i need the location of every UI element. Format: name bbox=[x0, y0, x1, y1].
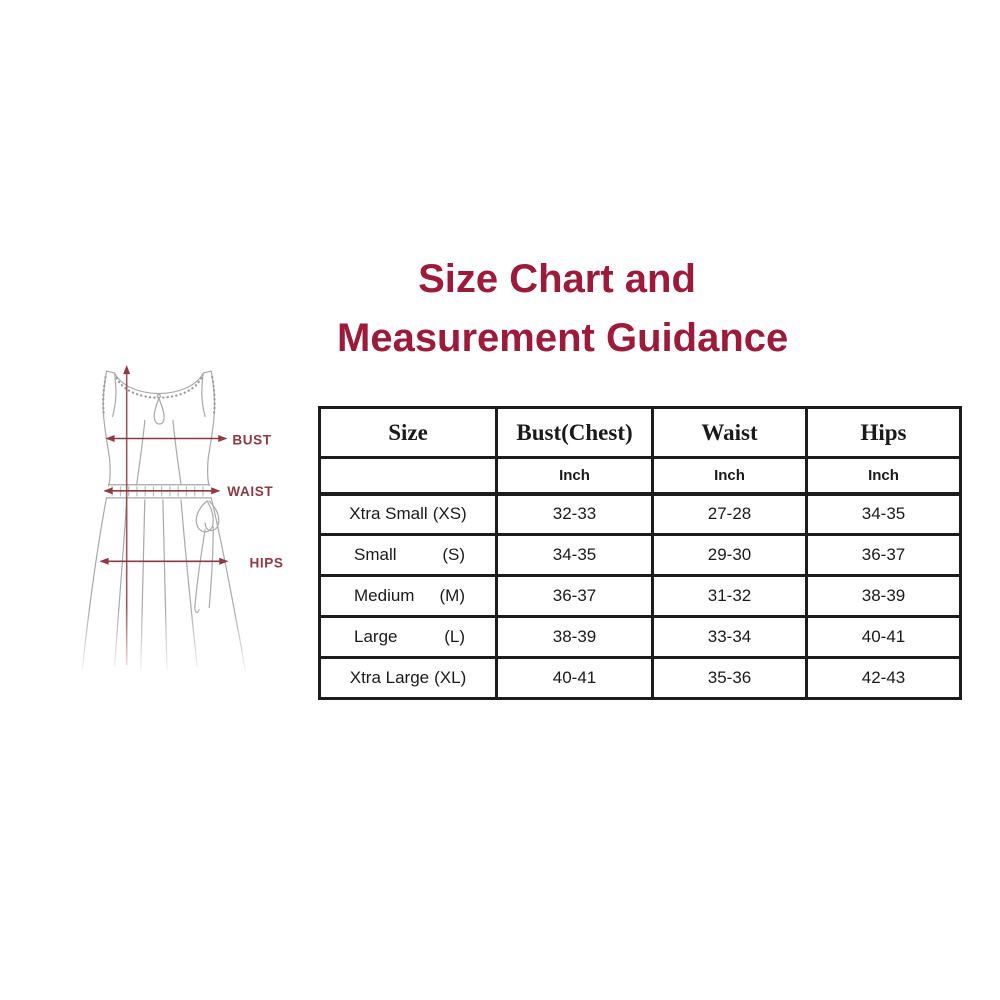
unit-cell-hips: Inch bbox=[805, 456, 962, 496]
bust-value-cell: 38-39 bbox=[495, 615, 654, 659]
dress-skirt bbox=[81, 497, 247, 671]
waist-value-cell: 29-30 bbox=[651, 533, 808, 577]
size-code: (S) bbox=[442, 545, 465, 564]
hips-value-cell: 40-41 bbox=[805, 615, 962, 659]
table-row-m: Medium (M) 36-37 31-32 38-39 bbox=[318, 574, 962, 618]
waist-value-cell: 27-28 bbox=[651, 492, 808, 536]
unit-cell-empty bbox=[318, 456, 498, 496]
hips-measurement-arrow bbox=[99, 557, 229, 565]
bust-value-cell: 32-33 bbox=[495, 492, 654, 536]
table-row-s: Small (S) 34-35 29-30 36-37 bbox=[318, 533, 962, 577]
waist-value-cell: 35-36 bbox=[651, 656, 808, 700]
size-name: Medium bbox=[354, 586, 415, 605]
col-header-waist: Waist bbox=[651, 406, 808, 459]
table-row-xl: Xtra Large (XL) 40-41 35-36 42-43 bbox=[318, 656, 962, 700]
hips-value-cell: 42-43 bbox=[805, 656, 962, 700]
waist-value-cell: 33-34 bbox=[651, 615, 808, 659]
size-code: (L) bbox=[444, 627, 465, 646]
col-header-bust: Bust(Chest) bbox=[495, 406, 654, 459]
unit-cell-waist: Inch bbox=[651, 456, 808, 496]
hips-label: HIPS bbox=[249, 555, 283, 570]
unit-cell-bust: Inch bbox=[495, 456, 654, 496]
waist-measurement-arrow bbox=[103, 487, 221, 495]
table-unit-row: Inch Inch Inch bbox=[318, 456, 962, 496]
dress-bodice-outline bbox=[102, 370, 216, 487]
sketch-fade bbox=[58, 607, 300, 680]
size-name: Small bbox=[354, 545, 397, 564]
size-code: (XS) bbox=[432, 504, 467, 524]
table-header-row: Size Bust(Chest) Waist Hips bbox=[318, 406, 962, 459]
dress-measurement-diagram: BUST WAIST HIPS bbox=[58, 358, 300, 680]
size-name: Large bbox=[354, 627, 398, 646]
size-chart-table: Size Bust(Chest) Waist Hips Inch Inch In… bbox=[318, 406, 962, 700]
size-code: (M) bbox=[439, 586, 465, 605]
bust-label: BUST bbox=[232, 433, 271, 448]
page-title-line1: Size Chart and bbox=[418, 257, 696, 301]
hips-value-cell: 36-37 bbox=[805, 533, 962, 577]
bust-measurement-arrow bbox=[105, 434, 228, 443]
waist-label: WAIST bbox=[227, 484, 273, 499]
bust-value-cell: 34-35 bbox=[495, 533, 654, 577]
dress-sketch: BUST WAIST HIPS bbox=[58, 365, 300, 680]
page-title: Size Chart and Measurement Guidance bbox=[337, 250, 789, 368]
col-header-hips: Hips bbox=[805, 406, 962, 459]
hips-value-cell: 38-39 bbox=[805, 574, 962, 618]
size-cell: Medium (M) bbox=[318, 574, 498, 618]
table-row-xs: Xtra Small (XS) 32-33 27-28 34-35 bbox=[318, 492, 962, 536]
hips-value-cell: 34-35 bbox=[805, 492, 962, 536]
bust-value-cell: 36-37 bbox=[495, 574, 654, 618]
size-code: (XL) bbox=[434, 668, 467, 687]
col-header-size: Size bbox=[318, 406, 498, 459]
size-name: Xtra Large bbox=[349, 668, 430, 687]
table-row-l: Large (L) 38-39 33-34 40-41 bbox=[318, 615, 962, 659]
size-cell: Xtra Small (XS) bbox=[318, 492, 498, 536]
size-cell: Small (S) bbox=[318, 533, 498, 577]
size-name: Xtra Small bbox=[349, 504, 428, 524]
page-title-line2: Measurement Guidance bbox=[337, 316, 789, 360]
bust-value-cell: 40-41 bbox=[495, 656, 654, 700]
waist-value-cell: 31-32 bbox=[651, 574, 808, 618]
dress-waistband bbox=[105, 484, 212, 499]
size-cell: Xtra Large (XL) bbox=[318, 656, 498, 700]
size-cell: Large (L) bbox=[318, 615, 498, 659]
